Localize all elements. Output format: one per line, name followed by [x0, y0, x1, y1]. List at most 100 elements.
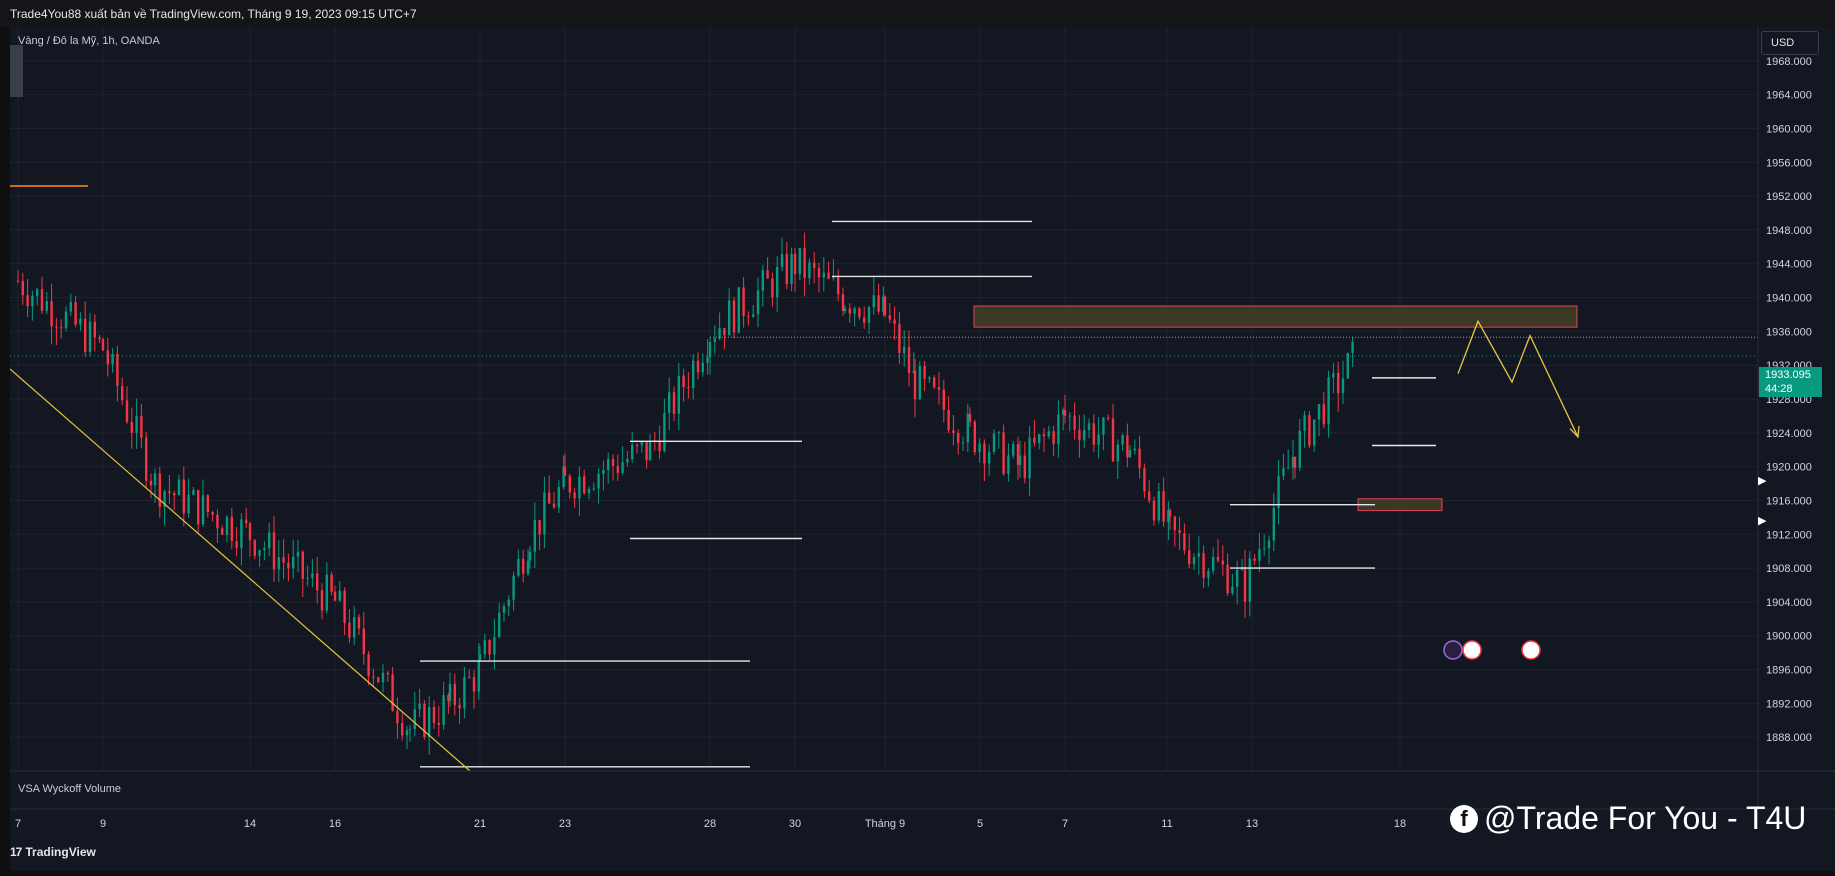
candle-body — [1287, 467, 1290, 469]
candle-body — [116, 354, 119, 386]
candle-body — [248, 523, 252, 541]
candle-body — [408, 729, 412, 731]
candle-body — [538, 520, 541, 535]
price-chart[interactable]: 1888.000 1892.000 1896.000 1900.000 1904.000… — [9, 27, 1835, 871]
candle-body — [1197, 553, 1200, 557]
candle-body — [507, 599, 510, 607]
candle-body — [557, 487, 560, 508]
candle-body — [776, 266, 779, 298]
publish-header: Trade4You88 xuất bản về TradingView.com,… — [0, 0, 1835, 27]
y-tick-label: 1960.000 — [1766, 123, 1812, 135]
x-tick-label: 23 — [559, 818, 571, 830]
candle-body — [1298, 430, 1301, 468]
candle-body — [766, 270, 769, 279]
scroll-right-icon-2[interactable]: ▶ — [1758, 515, 1767, 527]
y-tick-label: 1900.000 — [1766, 631, 1812, 643]
candle-body — [882, 296, 885, 312]
candle-body — [1322, 404, 1325, 425]
candle-body — [277, 557, 280, 570]
y-tick-label: 1936.000 — [1766, 326, 1812, 338]
candle-body — [747, 316, 750, 318]
candle-body — [173, 493, 176, 496]
candle-body — [602, 469, 605, 474]
candle-body — [587, 489, 591, 494]
scroll-right-icon[interactable]: ▶ — [1758, 475, 1767, 487]
candle-body — [737, 287, 740, 333]
y-tick-label: 1892.000 — [1766, 698, 1812, 710]
candle-body — [573, 492, 576, 499]
candle-body — [1332, 372, 1335, 378]
y-tick-label: 1928.000 — [1766, 394, 1812, 406]
candle-body — [867, 307, 871, 323]
candle-body — [808, 262, 811, 279]
candle-body — [822, 272, 825, 278]
x-tick-label: 18 — [1394, 818, 1406, 830]
candle-body — [418, 703, 421, 710]
currency-button[interactable]: USD — [1761, 31, 1819, 55]
candle-body — [106, 350, 109, 365]
candle-body — [343, 590, 346, 623]
indicator-label[interactable]: VSA Wyckoff Volume — [18, 783, 122, 795]
candle-body — [723, 328, 726, 336]
candle-body — [1078, 429, 1081, 441]
candle-body — [79, 318, 82, 325]
projection-path — [1457, 319, 1579, 438]
candle-body — [1221, 560, 1224, 565]
candle-body — [31, 295, 34, 307]
y-tick-label: 1944.000 — [1766, 259, 1812, 271]
tradingview-logo-text: TradingView — [25, 845, 96, 859]
candle-body — [391, 674, 394, 712]
candle-body — [1016, 444, 1020, 465]
candle-body — [149, 480, 153, 486]
candle-body — [1183, 533, 1186, 551]
candle-body — [1023, 455, 1026, 479]
candle-body — [978, 443, 981, 452]
candle-body — [631, 444, 634, 459]
candle-body — [517, 558, 520, 576]
candle-body — [701, 362, 704, 373]
candle-body — [45, 300, 48, 311]
tradingview-logo[interactable]: 17 TradingView — [10, 845, 96, 859]
candle-body — [522, 558, 525, 574]
candle-body — [1277, 475, 1280, 509]
candle-body — [528, 551, 532, 561]
candle-body — [526, 560, 530, 574]
candle-body — [1173, 516, 1176, 531]
candle-body — [853, 308, 856, 314]
candle-body — [813, 262, 816, 269]
candle-body — [168, 491, 171, 494]
candle-body — [333, 591, 337, 601]
candle-body — [832, 277, 835, 279]
candle-body — [381, 672, 385, 683]
candle-body — [843, 308, 847, 312]
candle-body — [423, 703, 426, 738]
candle-body — [696, 360, 700, 373]
candle-body — [26, 295, 29, 307]
candle-body — [1317, 404, 1321, 420]
candle-body — [1157, 491, 1160, 521]
candle-body — [121, 385, 124, 401]
candle-body — [1116, 444, 1119, 462]
candle-body — [785, 254, 788, 284]
candle-body — [145, 437, 148, 481]
candle-body — [472, 677, 476, 692]
candle-body — [635, 444, 639, 446]
candle-body — [732, 300, 736, 333]
candle-body — [687, 387, 690, 389]
candle-body — [130, 421, 133, 433]
candle-body — [401, 723, 404, 736]
candle-body — [937, 387, 941, 390]
event-us-flag-icon-2 — [1521, 640, 1541, 660]
candle-body — [1346, 353, 1349, 379]
y-tick-label: 1952.000 — [1766, 191, 1812, 203]
candle-body — [197, 490, 200, 525]
x-tick-label: 5 — [977, 818, 983, 830]
candle-body — [187, 494, 190, 514]
candle-body — [883, 296, 887, 316]
candle-body — [158, 473, 161, 507]
candle-body — [793, 253, 797, 275]
candle-body — [1087, 423, 1091, 430]
candle-body — [88, 321, 92, 352]
candle-body — [377, 677, 380, 683]
chart-frame[interactable]: 1888.000 1892.000 1896.000 1900.000 1904.000… — [9, 27, 1835, 871]
